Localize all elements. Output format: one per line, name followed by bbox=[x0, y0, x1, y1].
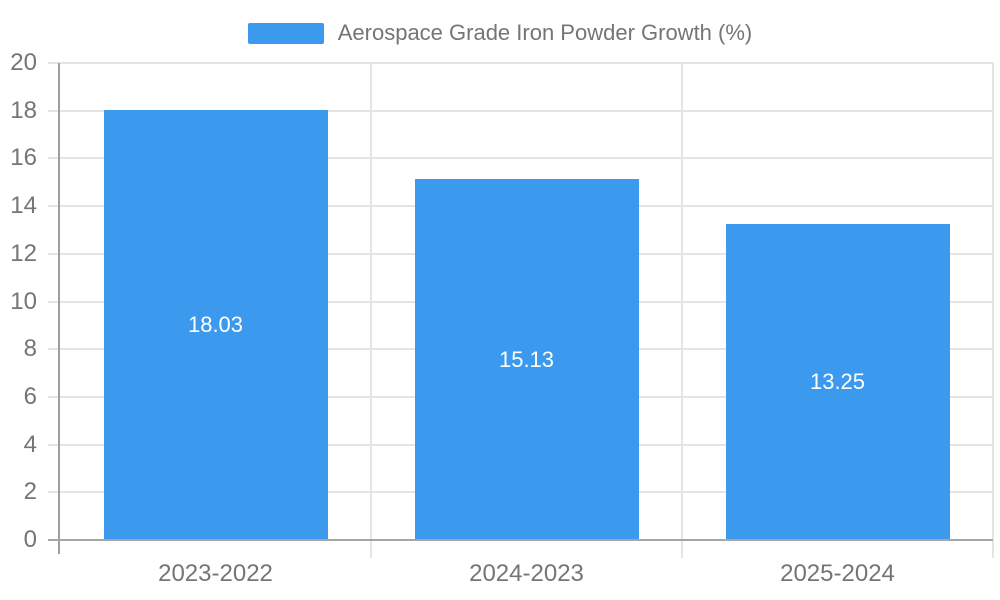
y-tick-label: 0 bbox=[23, 526, 37, 553]
y-tick-label: 18 bbox=[10, 96, 37, 124]
y-tick-label: 16 bbox=[10, 144, 37, 172]
bar[interactable]: 18.03 bbox=[103, 110, 328, 540]
bar-value-label: 18.03 bbox=[187, 312, 244, 337]
y-tick-label: 2 bbox=[23, 478, 37, 506]
y-tick-label: 8 bbox=[23, 335, 37, 363]
gridline-vertical bbox=[370, 63, 372, 558]
gridline bbox=[48, 109, 993, 112]
y-tick-label: 12 bbox=[10, 239, 37, 267]
x-tick-label: 2023-2022 bbox=[158, 560, 273, 587]
y-tick-label: 10 bbox=[10, 287, 37, 315]
legend-label: Aerospace Grade Iron Powder Growth (%) bbox=[337, 20, 753, 45]
y-tick-label: 6 bbox=[23, 382, 37, 410]
gridline bbox=[48, 157, 993, 160]
bar[interactable]: 13.25 bbox=[725, 224, 950, 540]
x-tick-label: 2024-2023 bbox=[469, 560, 584, 587]
x-tick-label: 2025-2024 bbox=[780, 560, 895, 587]
legend-swatch bbox=[247, 22, 324, 44]
x-axis-line bbox=[48, 539, 993, 541]
bar-value-label: 13.25 bbox=[809, 369, 866, 394]
legend[interactable]: Aerospace Grade Iron Powder Growth (%) bbox=[0, 18, 1000, 48]
y-axis-line bbox=[58, 63, 60, 554]
gridline bbox=[48, 62, 993, 64]
gridline-vertical bbox=[681, 63, 683, 558]
plot-area: 18.03 15.13 13.25 bbox=[48, 62, 994, 558]
gridline-vertical bbox=[992, 63, 994, 558]
y-tick-label: 4 bbox=[23, 430, 37, 458]
bar[interactable]: 15.13 bbox=[414, 179, 639, 540]
y-tick-label: 20 bbox=[10, 49, 37, 76]
y-tick-label: 14 bbox=[10, 192, 37, 220]
bar-value-label: 15.13 bbox=[498, 346, 555, 372]
